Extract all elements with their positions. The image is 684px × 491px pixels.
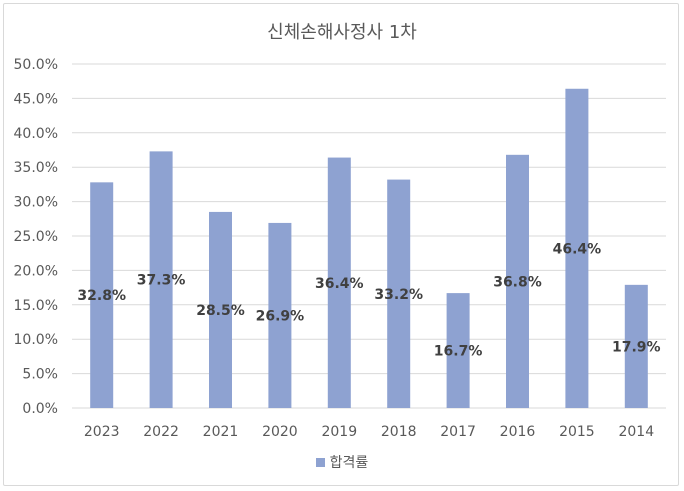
y-tick-label: 5.0%	[22, 367, 58, 383]
y-tick-label: 20.0%	[14, 263, 58, 279]
x-tick-label: 2017	[440, 424, 476, 440]
x-tick-label: 2016	[500, 424, 536, 440]
x-tick-label: 2023	[84, 424, 120, 440]
x-tick-label: 2022	[143, 424, 179, 440]
data-label: 36.4%	[315, 276, 364, 292]
x-tick-label: 2019	[321, 424, 357, 440]
bar	[624, 284, 648, 408]
bar	[268, 222, 292, 408]
bar	[90, 182, 114, 408]
legend-swatch	[315, 458, 325, 467]
x-tick-label: 2015	[559, 424, 595, 440]
y-tick-label: 15.0%	[14, 298, 58, 314]
bar	[149, 151, 173, 408]
data-label: 32.8%	[77, 288, 126, 304]
chart-title: 신체손해사정사 1차	[267, 22, 417, 43]
data-label: 37.3%	[137, 273, 186, 289]
x-tick-label: 2018	[381, 424, 417, 440]
bars	[90, 88, 648, 408]
bar	[506, 154, 529, 408]
y-axis-ticks: 0.0% 5.0% 10.0% 15.0% 20.0% 25.0% 30.0% 35.0% 40…	[14, 57, 58, 417]
data-label: 16.7%	[434, 344, 483, 360]
x-tick-label: 2014	[618, 424, 654, 440]
data-label: 33.2%	[374, 287, 423, 303]
y-tick-label: 25.0%	[14, 229, 58, 245]
y-tick-label: 40.0%	[14, 126, 58, 142]
data-label: 46.4%	[553, 241, 602, 257]
bar	[565, 88, 589, 408]
data-labels: 32.8% 37.3% 28.5% 26.9% 36.4% 33.2% 16.7% 36.8%…	[77, 241, 660, 359]
data-label: 17.9%	[612, 339, 661, 355]
bar	[387, 179, 411, 408]
y-tick-label: 45.0%	[14, 91, 58, 107]
y-tick-label: 30.0%	[14, 195, 58, 211]
legend: 합격률	[0, 452, 684, 472]
y-tick-label: 10.0%	[14, 332, 58, 348]
x-tick-label: 2020	[262, 424, 298, 440]
data-label: 26.9%	[256, 308, 305, 324]
legend-label: 합격률	[329, 455, 369, 471]
y-tick-label: 50.0%	[14, 57, 58, 73]
bar	[446, 293, 470, 408]
bar	[327, 157, 351, 408]
bar	[209, 211, 232, 408]
y-tick-label: 35.0%	[14, 160, 58, 176]
x-axis-ticks: 2023 2022 2021 2020 2019 2018 2017 2016 2015 2014	[84, 424, 654, 440]
x-tick-label: 2021	[203, 424, 239, 440]
data-label: 28.5%	[196, 303, 245, 319]
data-label: 36.8%	[493, 274, 542, 290]
y-tick-label: 0.0%	[22, 401, 58, 417]
